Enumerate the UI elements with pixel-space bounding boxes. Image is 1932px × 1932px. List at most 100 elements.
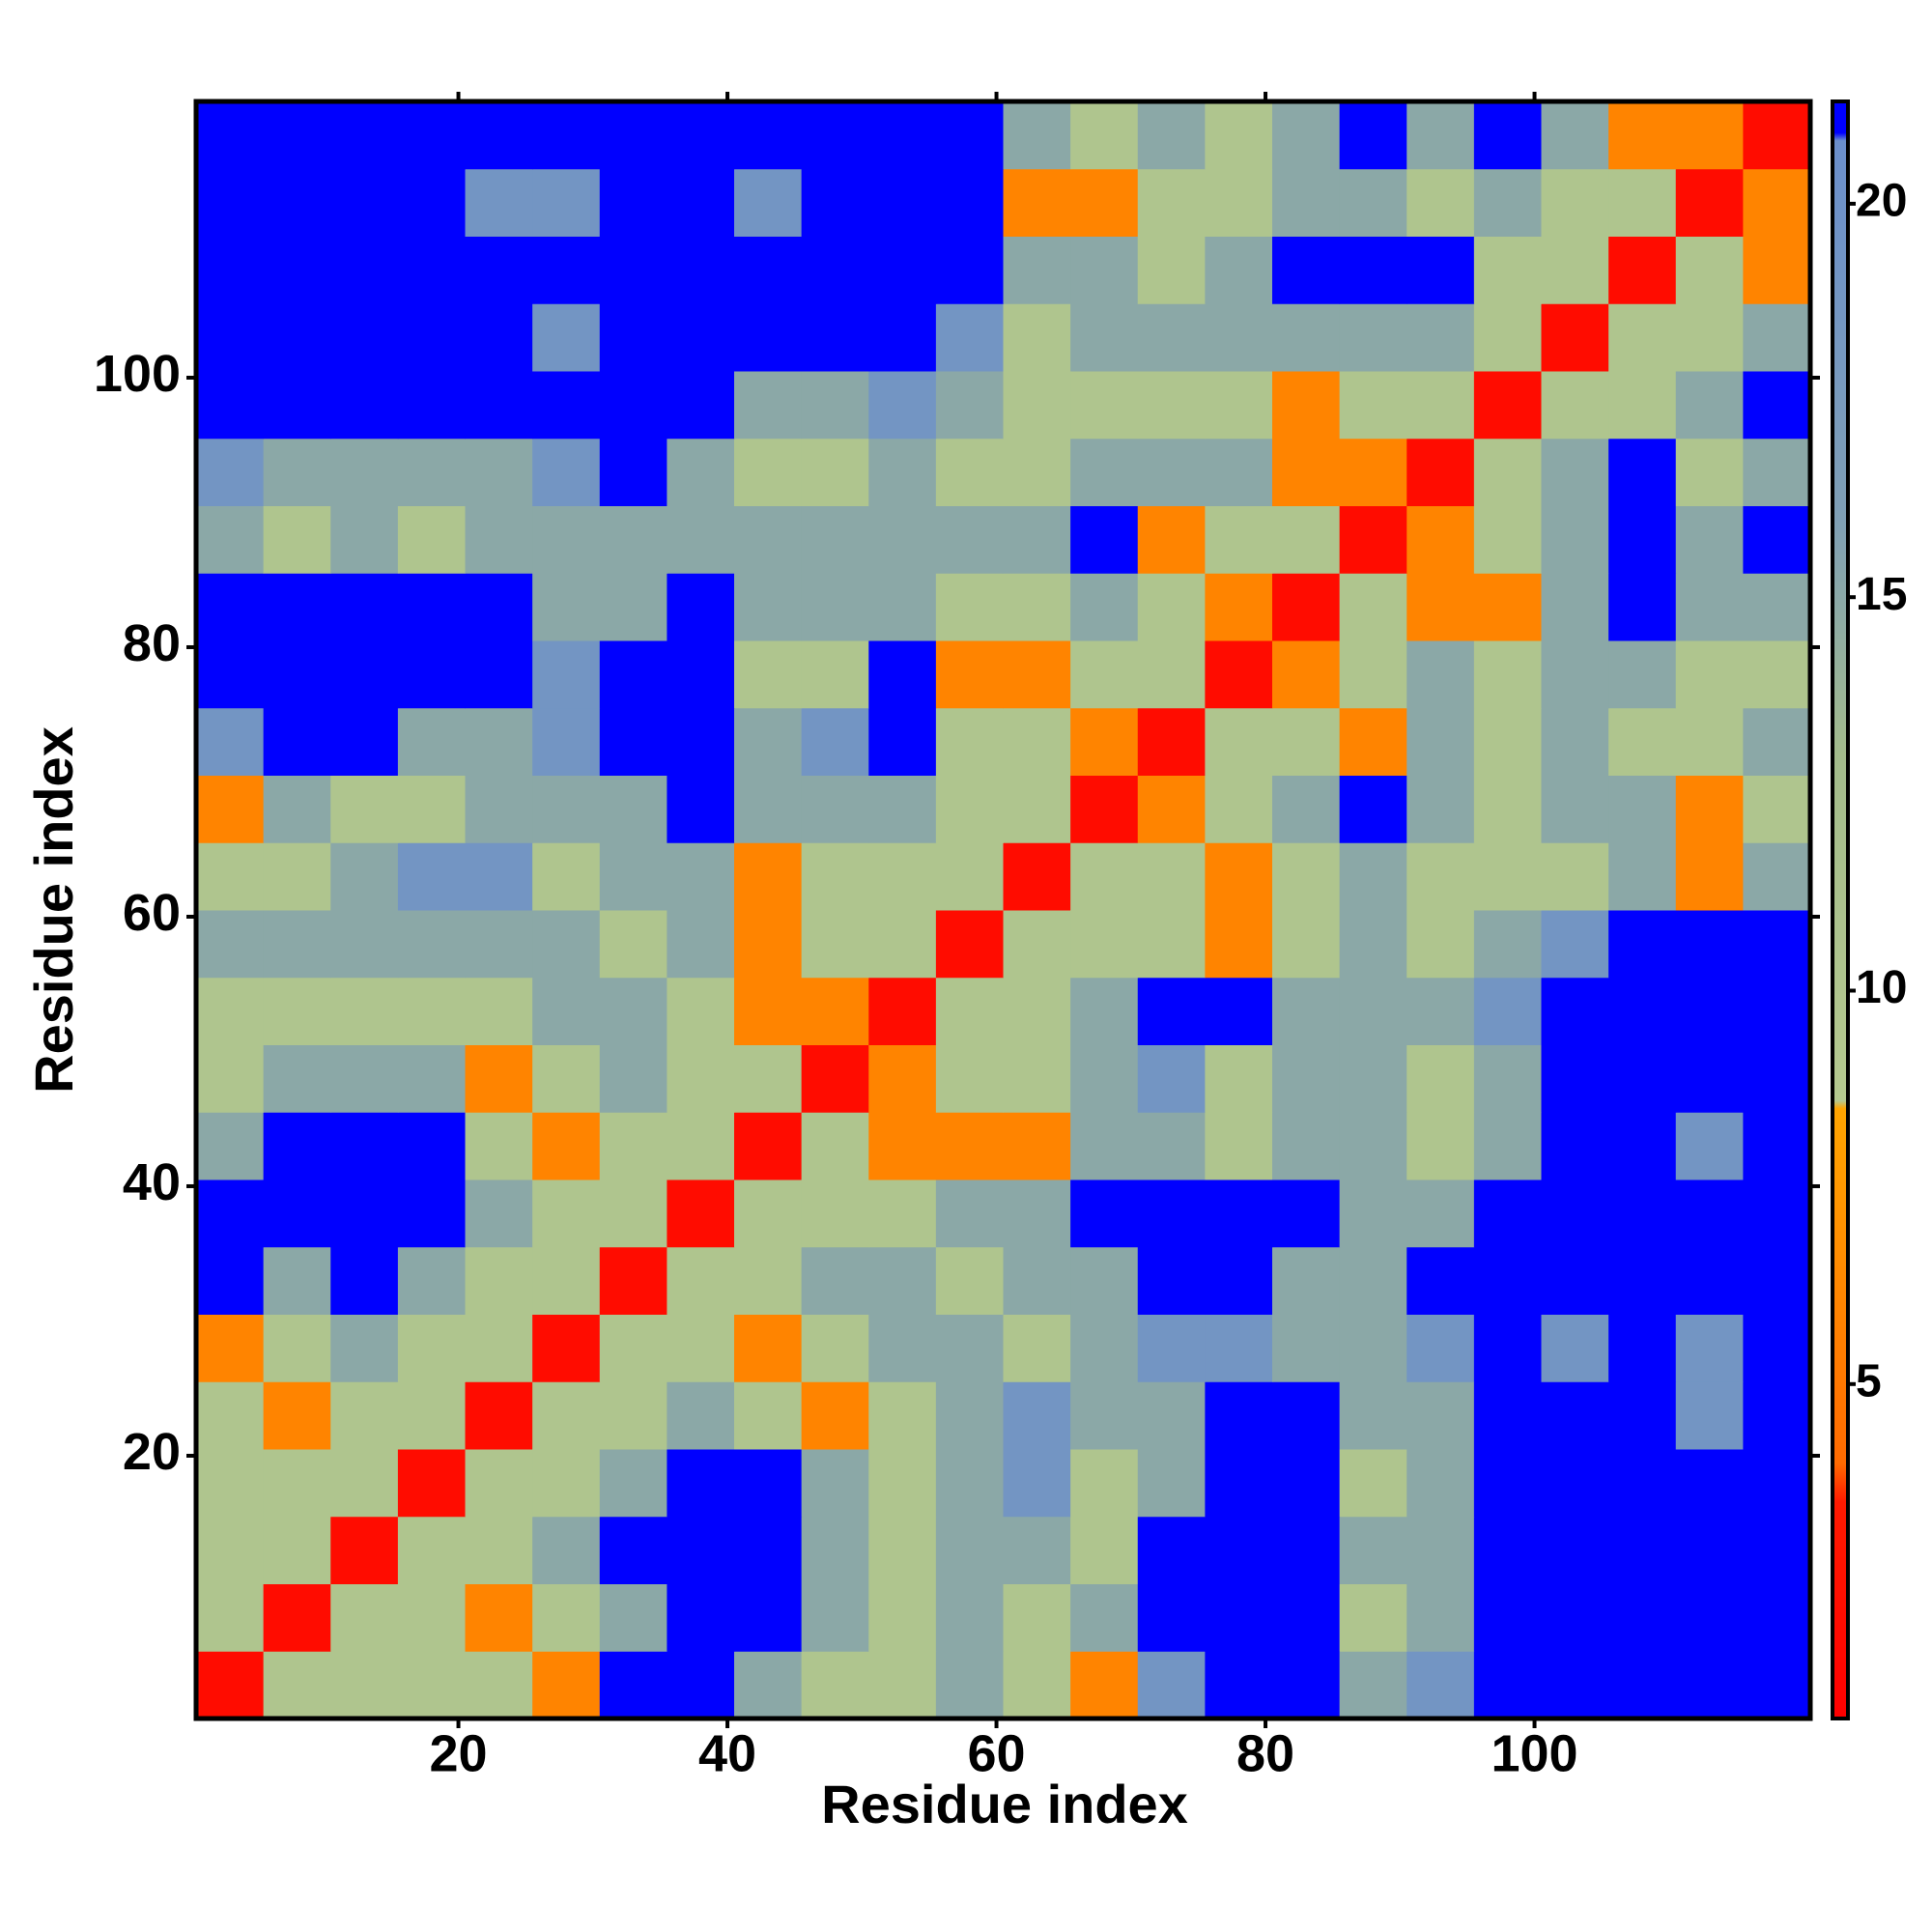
heatmap-cell	[1541, 1449, 1609, 1518]
heatmap-cell	[1541, 775, 1609, 843]
heatmap-cell	[1339, 707, 1407, 776]
heatmap-cell	[397, 1179, 466, 1248]
heatmap-cell	[1675, 977, 1744, 1045]
heatmap-cell	[1406, 707, 1475, 776]
heatmap-cell	[1541, 573, 1609, 641]
heatmap-cell	[263, 1516, 331, 1584]
heatmap-cell	[1675, 1179, 1744, 1248]
heatmap-cell	[1003, 303, 1071, 372]
heatmap-cell	[330, 438, 399, 506]
heatmap-cell	[935, 1516, 1004, 1584]
heatmap-cell	[1205, 573, 1273, 641]
heatmap-cell	[1675, 1516, 1744, 1584]
heatmap-cell	[532, 371, 601, 440]
heatmap-cell	[330, 977, 399, 1045]
heatmap-cell	[599, 438, 668, 506]
heatmap-cell	[1743, 1179, 1811, 1248]
y-tick-label: 60	[123, 884, 181, 942]
heatmap-cell	[397, 1314, 466, 1382]
heatmap-cell	[1003, 707, 1071, 776]
heatmap-cell	[1743, 775, 1811, 843]
heatmap-cell	[667, 1381, 735, 1450]
heatmap-cell	[196, 1583, 265, 1652]
heatmap-cell	[1675, 168, 1744, 237]
heatmap-cell	[667, 910, 735, 979]
heatmap-cell	[1608, 977, 1677, 1045]
heatmap-cell	[599, 1651, 668, 1719]
heatmap-cell	[1003, 505, 1071, 574]
heatmap-cell	[1003, 1381, 1071, 1450]
heatmap-cell	[1137, 977, 1206, 1045]
heatmap-cell	[1003, 371, 1071, 440]
heatmap-cell	[1272, 910, 1341, 979]
heatmap-cell	[1137, 371, 1206, 440]
heatmap-cell	[330, 1449, 399, 1518]
heatmap-cell	[599, 842, 668, 911]
heatmap-cell	[1473, 1449, 1542, 1518]
heatmap-cell	[1743, 842, 1811, 911]
heatmap-cell	[1070, 168, 1139, 237]
heatmap-cell	[1070, 438, 1139, 506]
y-tick-label: 80	[123, 614, 181, 672]
heatmap-cell	[935, 775, 1004, 843]
heatmap-cell	[1070, 1314, 1139, 1382]
heatmap-cell	[263, 1179, 331, 1248]
heatmap-cell	[1003, 775, 1071, 843]
heatmap-cell	[868, 1314, 937, 1382]
heatmap-cell	[667, 707, 735, 776]
heatmap-cell	[532, 910, 601, 979]
heatmap-cell	[1272, 707, 1341, 776]
heatmap-cell	[196, 371, 265, 440]
heatmap-cell	[532, 640, 601, 709]
heatmap-cell	[465, 842, 533, 911]
heatmap-cell	[1473, 640, 1542, 709]
heatmap-cell	[801, 1112, 869, 1180]
heatmap-cell	[1473, 371, 1542, 440]
heatmap-cell	[868, 1381, 937, 1450]
heatmap-cell	[1608, 910, 1677, 979]
heatmap-cell	[465, 977, 533, 1045]
heatmap-cell	[465, 438, 533, 506]
heatmap-cell	[1406, 1314, 1475, 1382]
heatmap-cell	[1205, 1651, 1273, 1719]
heatmap-cell	[868, 101, 937, 170]
heatmap-cell	[1137, 1314, 1206, 1382]
heatmap-cell	[1473, 236, 1542, 304]
heatmap-cell	[1070, 1112, 1139, 1180]
heatmap-cell	[734, 168, 803, 237]
heatmap-cell	[935, 1651, 1004, 1719]
heatmap-cell	[196, 775, 265, 843]
heatmap-cell	[1743, 101, 1811, 170]
heatmap-cell	[1137, 775, 1206, 843]
heatmap-cell	[465, 1179, 533, 1248]
heatmap-cell	[1003, 573, 1071, 641]
heatmap-cell	[1137, 1044, 1206, 1113]
heatmap-cell	[1070, 505, 1139, 574]
heatmap-cell	[1205, 775, 1273, 843]
heatmap-cell	[599, 1449, 668, 1518]
heatmap-cell	[1608, 303, 1677, 372]
heatmap-cell	[196, 842, 265, 911]
heatmap-cell	[801, 1044, 869, 1113]
heatmap-cell	[196, 1516, 265, 1584]
heatmap-cell	[801, 1583, 869, 1652]
heatmap-cell	[330, 573, 399, 641]
heatmap-cell	[532, 1651, 601, 1719]
heatmap-cell	[532, 1516, 601, 1584]
heatmap-cell	[263, 573, 331, 641]
heatmap-cell	[397, 168, 466, 237]
x-tick-label: 60	[967, 1724, 1025, 1782]
heatmap-cell	[532, 505, 601, 574]
heatmap-cell	[667, 303, 735, 372]
heatmap-cell	[801, 168, 869, 237]
heatmap-cell	[1743, 573, 1811, 641]
heatmap-cell	[1272, 640, 1341, 709]
heatmap-cell	[599, 1179, 668, 1248]
heatmap-cell	[1137, 438, 1206, 506]
heatmap-cell	[1473, 1179, 1542, 1248]
heatmap-cell	[1675, 707, 1744, 776]
heatmap-cell	[868, 438, 937, 506]
heatmap-cell	[532, 1449, 601, 1518]
heatmap-cell	[532, 842, 601, 911]
heatmap-cell	[1608, 707, 1677, 776]
